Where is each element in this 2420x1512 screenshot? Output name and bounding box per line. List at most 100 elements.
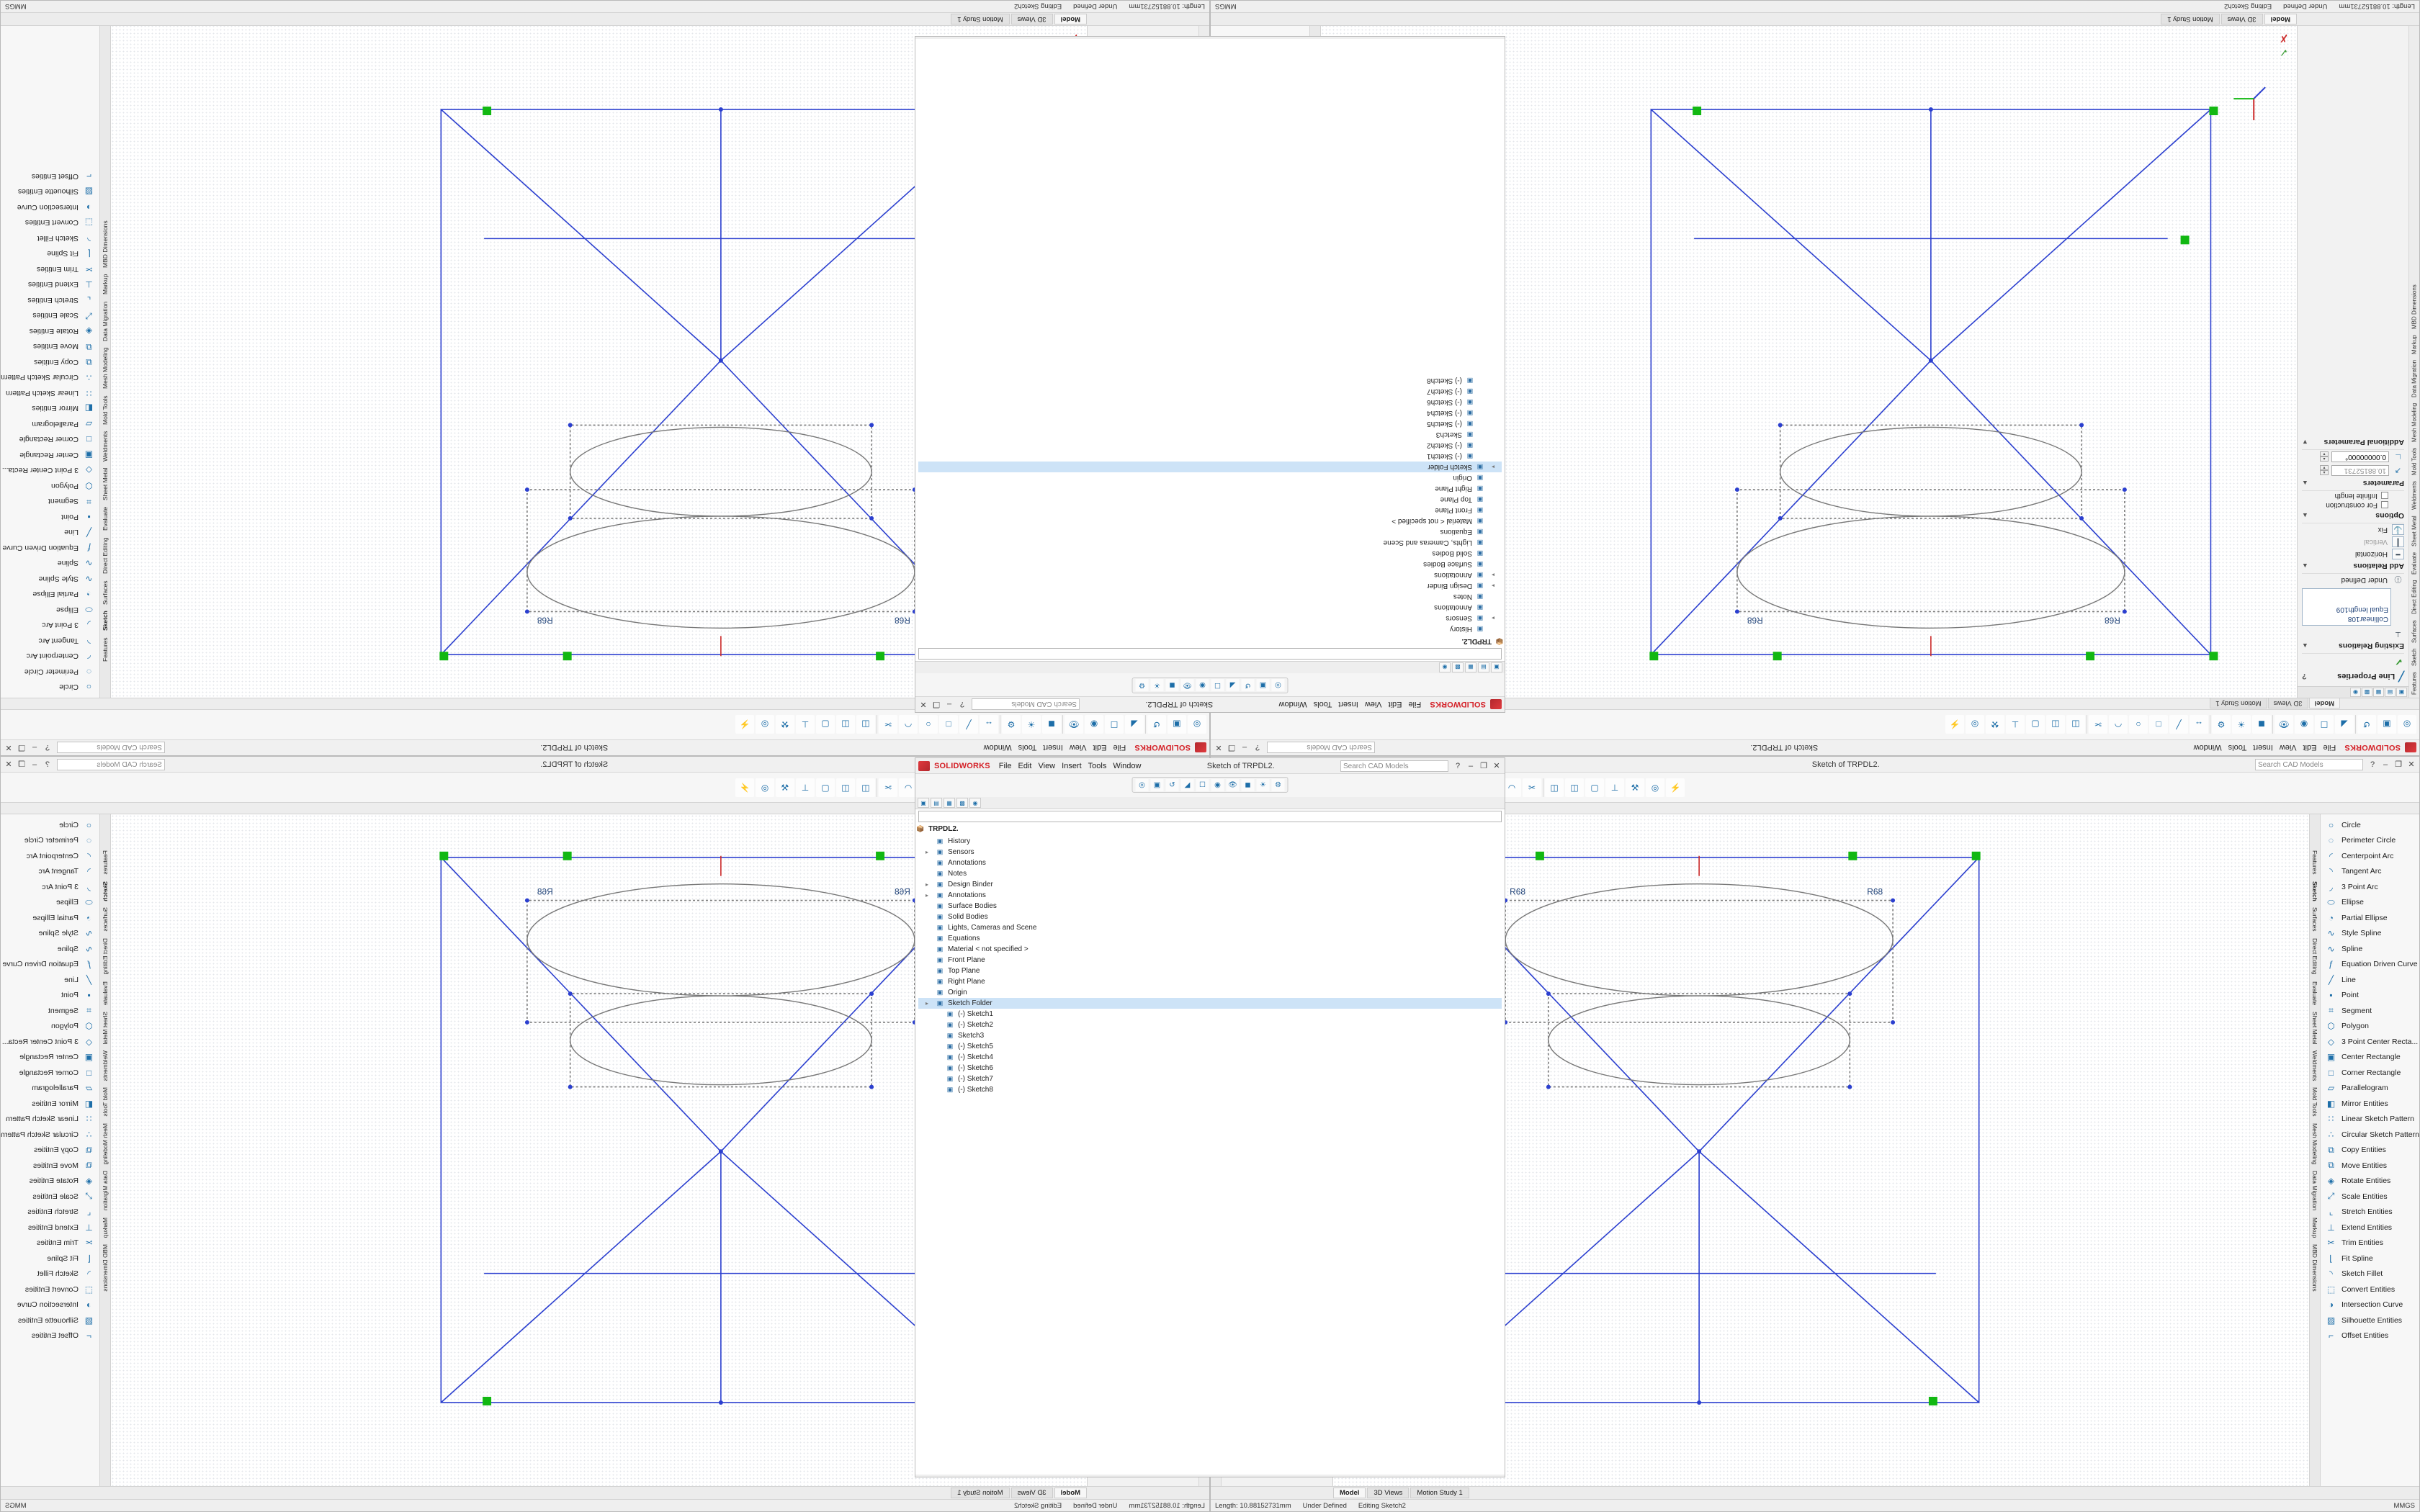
tree-node[interactable]: ▣ Solid Bodies [918, 548, 1502, 559]
relation-item-0[interactable]: Collinear108 [2347, 615, 2388, 623]
doctab-3d-views[interactable]: 3D Views [2220, 14, 2263, 24]
close-icon[interactable]: ✕ [920, 700, 927, 708]
tree-node[interactable]: ▣ (-) Sketch8 [918, 375, 1502, 386]
expand-arrow-icon[interactable]: ▸ [926, 1000, 929, 1007]
palette-item-circle[interactable]: ○ Circle [1, 817, 99, 833]
configuration-manager-icon[interactable]: ▦ [1465, 662, 1476, 672]
status-units[interactable]: MMGS [1215, 2, 1237, 11]
menu-tools[interactable]: Tools [1088, 761, 1107, 770]
palette-item-linear-sketch-pattern[interactable]: ∷ Linear Sketch Pattern [1, 1112, 99, 1128]
status-units[interactable]: MMGS [2393, 1501, 2415, 1510]
convert-tool-icon[interactable]: ▢ [816, 715, 835, 734]
palette-item-parallelogram[interactable]: ▱ Parallelogram [1, 416, 99, 432]
feature-manager-tree[interactable]: ▣ ▤ ▦ ▩ ◉ 📦 TRPDL2. ▣ History ▸ ▣ Sensors ▣ An… [915, 39, 1505, 673]
strip-tab-markup[interactable]: Markup [2411, 335, 2418, 354]
palette-item-segment[interactable]: ⌗ Segment [1, 1003, 99, 1019]
infinite-length-checkbox[interactable]: Infinite length [2302, 491, 2404, 500]
edit-appearance-icon[interactable]: ◼ [1042, 715, 1061, 734]
section-view-icon[interactable]: ◢ [1125, 715, 1144, 734]
menu-bar[interactable]: File Edit View Insert Tools Window [2194, 744, 2336, 752]
menu-file[interactable]: File [1113, 743, 1126, 752]
menu-view[interactable]: View [1069, 743, 1087, 752]
dimxpert-icon[interactable]: ▩ [956, 798, 968, 808]
doctab-3d-views[interactable]: 3D Views [1010, 1488, 1053, 1498]
minimize-icon[interactable]: – [32, 760, 37, 769]
relations-tool-icon[interactable]: ⊥ [1605, 778, 1624, 797]
tree-node[interactable]: ▣ Origin [918, 987, 1502, 998]
palette-item-3-point-center-recta[interactable]: ◇ 3 Point Center Recta... [2321, 1034, 2419, 1050]
previous-view-icon[interactable]: ↺ [1241, 679, 1255, 692]
tree-node[interactable]: ▣ Notes [918, 868, 1502, 879]
tree-node[interactable]: ▣ History [918, 836, 1502, 847]
search-input[interactable]: Search CAD Models [57, 758, 165, 770]
right-tab-mbd-dimensions[interactable]: MBD Dimensions [102, 220, 109, 268]
tab-3d-views[interactable]: 3D Views [2267, 698, 2308, 708]
right-tab-mold-tools[interactable]: Mold Tools [2311, 1087, 2318, 1117]
display-style-icon[interactable]: ◉ [2295, 715, 2313, 734]
left-tab-strip[interactable]: Features Sketch Surfaces Direct Editing … [2408, 26, 2419, 698]
strip-tab-data-migration[interactable]: Data Migration [2411, 359, 2418, 397]
palette-item-mirror-entities[interactable]: ◧ Mirror Entities [1, 1096, 99, 1112]
relation-item-1[interactable]: Equal length109 [2336, 606, 2388, 613]
chevron-up-icon[interactable]: ▲ [2302, 512, 2308, 519]
menu-window[interactable]: Window [983, 743, 1012, 752]
right-tab-mesh-modeling[interactable]: Mesh Modeling [102, 347, 109, 390]
tab-motion-study[interactable]: Motion Study 1 [2210, 698, 2267, 708]
palette-item-sketch-fillet[interactable]: ◝ Sketch Fillet [1, 230, 99, 246]
configuration-manager-icon[interactable]: ▦ [2373, 688, 2384, 697]
right-tab-surfaces[interactable]: Surfaces [102, 580, 109, 605]
menu-tools[interactable]: Tools [2228, 743, 2247, 752]
palette-item-polygon[interactable]: ⬡ Polygon [2321, 1019, 2419, 1035]
tree-node[interactable]: ▸ ▣ Sketch Folder [918, 462, 1502, 472]
quick-snaps-icon[interactable]: ◎ [756, 715, 774, 734]
chevron-up-icon[interactable]: ▲ [2302, 562, 2308, 570]
repair-sketch-icon[interactable]: ⚒ [776, 778, 794, 797]
right-tab-features[interactable]: Features [102, 850, 109, 875]
menu-insert[interactable]: Insert [1043, 743, 1063, 752]
rapid-sketch-icon[interactable]: ⚡ [735, 778, 754, 797]
apply-scene-icon[interactable]: ☀ [1150, 679, 1164, 692]
add-relation-vertical[interactable]: ┃ Vertical [2302, 536, 2404, 548]
section-view-icon[interactable]: ◢ [1180, 778, 1194, 791]
angle-input[interactable] [2331, 451, 2389, 462]
right-tab-surfaces[interactable]: Surfaces [2311, 907, 2318, 932]
checkbox-box[interactable] [2381, 492, 2388, 500]
rotate-view-icon[interactable]: ↺ [1147, 715, 1166, 734]
status-units[interactable]: MMGS [5, 1501, 27, 1510]
palette-item-extend-entities[interactable]: ⊥ Extend Entities [2321, 1220, 2419, 1236]
zoom-to-fit-icon[interactable]: ◎ [1135, 778, 1149, 791]
right-tab-features[interactable]: Features [102, 637, 109, 662]
doctab-3d-views[interactable]: 3D Views [1367, 1488, 1410, 1498]
menu-window[interactable]: Window [1278, 700, 1307, 709]
palette-item-centerpoint-arc[interactable]: ◜ Centerpoint Arc [1, 848, 99, 864]
palette-item-point[interactable]: ▪ Point [1, 509, 99, 525]
palette-item-tangent-arc[interactable]: ◝ Tangent Arc [1, 864, 99, 880]
mirror-tool-icon[interactable]: ◫ [856, 715, 875, 734]
palette-item-parallelogram[interactable]: ▱ Parallelogram [1, 1081, 99, 1097]
restore-icon[interactable]: ❐ [18, 743, 25, 752]
right-tab-markup[interactable]: Markup [2311, 1217, 2318, 1238]
palette-item-sketch-fillet[interactable]: ◝ Sketch Fillet [2321, 1266, 2419, 1282]
right-tab-strip[interactable]: Features Sketch Surfaces Direct Editing … [100, 814, 111, 1486]
sketch-tool-palette[interactable]: ○ Circle ◌ Perimeter Circle ◜ Centerpoint Arc… [2320, 814, 2419, 1486]
tree-node[interactable]: ▣ (-) Sketch1 [918, 1009, 1502, 1020]
tree-node[interactable]: ▣ Surface Bodies [918, 901, 1502, 912]
restore-icon[interactable]: ❐ [1228, 743, 1235, 752]
menu-tools[interactable]: Tools [1313, 700, 1332, 709]
add-relations-header[interactable]: Add Relations ▲ [2302, 560, 2404, 574]
pm-accept-button[interactable]: ✔ [2395, 657, 2403, 667]
display-style-icon[interactable]: ◉ [1211, 778, 1224, 791]
palette-item-ellipse[interactable]: ⬭ Ellipse [2321, 895, 2419, 911]
right-tab-sketch[interactable]: Sketch [102, 611, 109, 631]
right-tab-strip[interactable]: Features Sketch Surfaces Direct Editing … [100, 26, 111, 698]
palette-item-segment[interactable]: ⌗ Segment [1, 494, 99, 510]
tree-node[interactable]: ▸ ▣ Design Binder [918, 879, 1502, 890]
palette-item-offset-entities[interactable]: ⌐ Offset Entities [1, 1328, 99, 1344]
palette-item-mirror-entities[interactable]: ◧ Mirror Entities [1, 401, 99, 417]
palette-item-silhouette-entities[interactable]: ▨ Silhouette Entities [2321, 1313, 2419, 1328]
palette-item-move-entities[interactable]: ⧉ Move Entities [1, 1158, 99, 1174]
palette-item-3-point-center-recta[interactable]: ◇ 3 Point Center Recta... [1, 1034, 99, 1050]
tree-node[interactable]: ▣ Solid Bodies [918, 912, 1502, 922]
options-header[interactable]: Options ▲ [2302, 510, 2404, 523]
tree-node[interactable]: ▣ Top Plane [918, 966, 1502, 976]
